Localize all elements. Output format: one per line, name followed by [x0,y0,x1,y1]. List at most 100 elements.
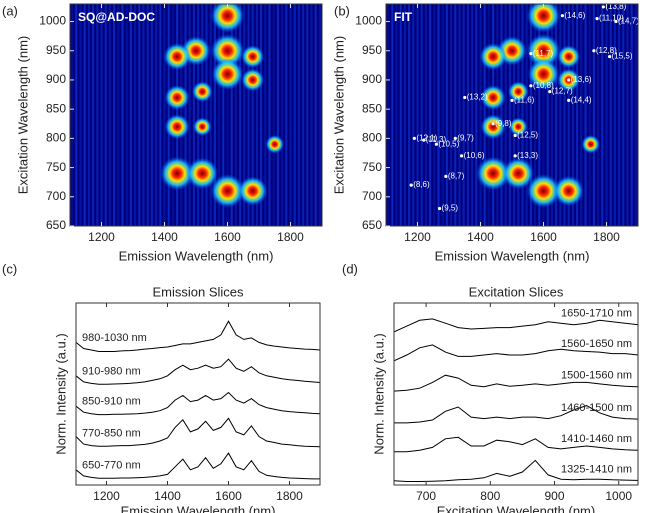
transition-point [548,90,552,94]
series-label: 770-850 nm [82,427,141,439]
annotation: FIT [394,10,413,24]
x-tick-label: 1400 [467,230,494,244]
spot [241,68,265,92]
frame [393,302,639,486]
x-axis-title: Emission Wavelength (nm) [119,248,274,263]
series-label: 1650-1710 nm [561,308,632,320]
transition-label: (14,6) [564,11,585,20]
spectrum-line [76,358,320,385]
transition-label: (12,7) [552,87,573,96]
y-tick-label: 750 [46,160,66,174]
chart-title: Emission Slices [152,284,244,299]
transition-point [567,98,571,102]
spot [526,4,561,33]
y-axis-title: Norm. Intensity (a.u.) [53,333,68,454]
y-tick-label: 900 [46,72,66,86]
spot [581,134,601,154]
transition-label: (13,8) [605,2,626,11]
transition-label: (10,8) [533,81,554,90]
y-tick-label: 700 [362,189,382,203]
spot [160,156,195,191]
y-tick-label: 650 [46,218,66,232]
transition-point [595,17,599,21]
x-tick-label: 800 [480,489,500,503]
spot [507,81,529,103]
spectrum-line [394,405,638,424]
y-axis-title: Norm. Intensity (a.u.) [371,333,386,454]
series-label: 1410-1460 nm [561,433,632,445]
x-tick-label: 1800 [276,489,303,503]
spot [480,84,506,111]
spot [265,134,285,154]
transition-label: (13,3) [517,151,538,160]
transition-point [513,154,517,158]
transition-label: (10,6) [464,151,485,160]
transition-label: (9,7) [457,133,474,142]
transition-point [444,174,448,178]
frame [75,302,321,486]
series-label: 980-1030 nm [82,332,147,344]
transition-point [463,95,467,100]
spot [476,156,511,191]
spectrum-line [76,452,320,480]
frame [385,3,639,227]
spot [479,42,507,71]
transition-point [460,154,464,158]
y-tick-label: 850 [362,101,382,115]
transition-point [529,52,533,56]
transition-label: (15,5) [612,52,633,61]
y-tick-label: 750 [362,160,382,174]
transition-point [510,98,514,102]
frame [69,3,323,227]
spectrum-line [76,417,320,448]
transition-point [567,78,571,82]
spectrum-line [76,391,320,416]
annotation: SQ@AD-DOC [78,10,155,24]
x-tick-label: 1000 [605,489,632,503]
transition-point [513,133,517,138]
spot [502,157,535,190]
panel-label: (b) [334,3,350,18]
spot [191,81,213,103]
series-label: 1560-1650 nm [561,338,632,350]
spectrum-line [394,344,638,362]
spectrum-line [394,459,638,482]
y-tick-label: 950 [362,43,382,57]
spectrum-line [76,320,320,352]
spot [557,45,581,69]
x-tick-label: 1200 [404,230,431,244]
x-tick-label: 1200 [88,230,115,244]
transition-point [491,122,495,126]
x-axis-title: Emission Wavelength (nm) [121,503,276,513]
transition-label: (9,8) [495,119,512,128]
y-tick-label: 700 [46,189,66,203]
spot [526,173,561,208]
x-tick-label: 1600 [214,230,241,244]
spectrum-line [394,436,638,453]
transition-label: (12,5) [517,131,538,140]
plot-area [394,318,638,482]
transition-point [412,136,416,140]
series-label: 650-770 nm [82,459,141,471]
spot [193,117,212,136]
transition-label: (11,10) [599,14,624,23]
transition-point [453,136,457,140]
spectrum-line [394,374,638,392]
series-label: 1460-1500 nm [561,402,632,414]
transition-point [608,54,612,59]
spot [210,33,245,68]
spot [164,114,190,140]
x-tick-label: 1600 [215,489,242,503]
spot [210,4,245,33]
transition-label: (11,6) [514,96,535,105]
x-tick-label: 700 [416,489,436,503]
spot [480,114,506,140]
transition-label: (8,6) [413,180,430,189]
panel-label: (a) [2,3,18,18]
series-label: 910-980 nm [82,365,141,377]
y-tick-label: 1000 [355,14,382,28]
transition-label: (10,5) [438,139,459,148]
spot [241,45,265,69]
x-tick-label: 1800 [593,230,620,244]
